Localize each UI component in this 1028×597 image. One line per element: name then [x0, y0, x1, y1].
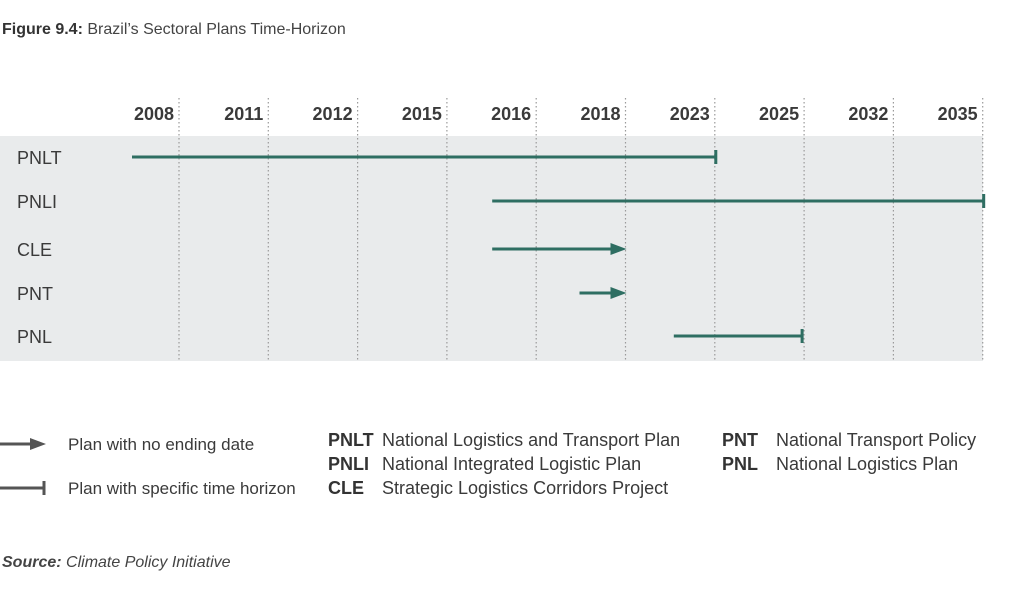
row-label: PNLT [17, 148, 62, 168]
abbr-text: National Logistics Plan [776, 454, 959, 474]
abbr-text: National Logistics and Transport Plan [382, 430, 681, 450]
year-label: 2011 [224, 104, 263, 124]
source-text: Climate Policy Initiative [66, 554, 231, 571]
year-label: 2015 [402, 104, 442, 124]
year-label: 2032 [848, 104, 888, 124]
abbr-code: PNLI [328, 454, 370, 474]
abbr-code: PNL [722, 454, 758, 474]
abbr-item: PNL National Logistics Plan [722, 454, 958, 475]
year-label: 2018 [580, 104, 620, 124]
abbr-item: PNLI National Integrated Logistic Plan [328, 454, 641, 475]
year-label: 2035 [938, 104, 978, 124]
abbr-text: Strategic Logistics Corridors Project [382, 478, 669, 498]
abbr-code: CLE [328, 478, 364, 498]
legend-arrow: Plan with no ending date [0, 434, 300, 456]
end-bar-icon [0, 481, 46, 495]
timeline-chart: 2008 2011 2012 2015 2016 2018 2023 2025 2032 2035… [0, 98, 986, 361]
timeline-band [0, 136, 983, 361]
year-label: 2023 [670, 104, 710, 124]
row-label: PNT [17, 284, 53, 304]
year-label: 2016 [491, 104, 531, 124]
figure-title-text: Brazil’s Sectoral Plans Time-Horizon [87, 21, 346, 38]
figure-title: Figure 9.4: Brazil’s Sectoral Plans Time… [2, 21, 346, 39]
source-label: Source: [2, 554, 62, 571]
abbr-item: PNLT National Logistics and Transport Pla… [328, 430, 680, 451]
arrow-icon [0, 438, 46, 450]
row-label: PNLI [17, 192, 57, 212]
plan-arrowhead [610, 243, 627, 255]
abbr-text: National Integrated Logistic Plan [382, 454, 642, 474]
legend-arrow-label: Plan with no ending date [68, 435, 255, 454]
source-note: Source: Climate Policy Initiative [2, 554, 231, 572]
figure-label: Figure 9.4: [2, 21, 83, 38]
year-label: 2025 [759, 104, 799, 124]
year-label: 2012 [313, 104, 353, 124]
legend-bar: Plan with specific time horizon [0, 478, 300, 500]
legend-bar-label: Plan with specific time horizon [68, 479, 296, 498]
year-label: 2008 [134, 104, 174, 124]
plan-arrowhead [610, 287, 627, 299]
abbr-code: PNLT [328, 430, 374, 450]
abbr-item: CLE Strategic Logistics Corridors Project [328, 478, 668, 499]
abbr-text: National Transport Policy [776, 430, 977, 450]
abbr-code: PNT [722, 430, 758, 450]
abbr-item: PNT National Transport Policy [722, 430, 976, 451]
row-label: CLE [17, 240, 52, 260]
row-label: PNL [17, 327, 52, 347]
